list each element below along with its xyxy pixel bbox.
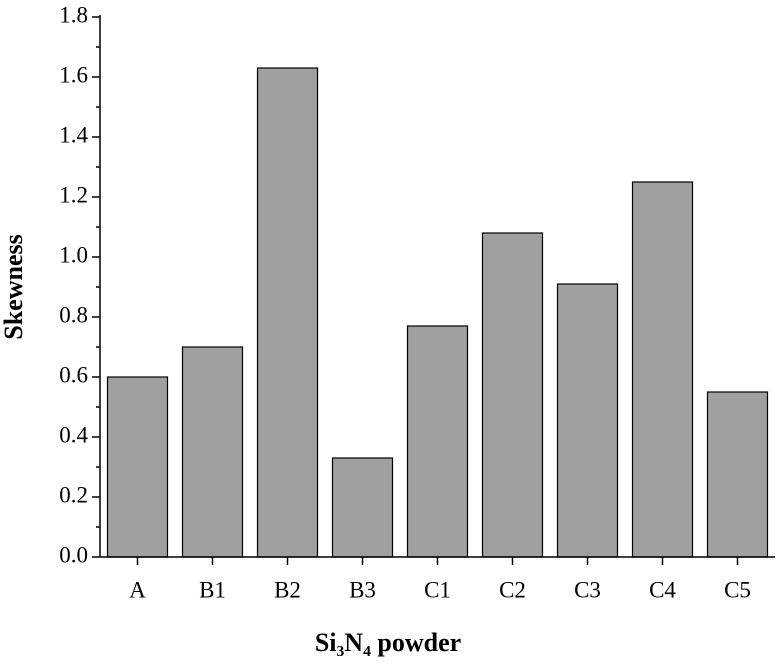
x-axis-title: Si₃N₄ powder xyxy=(315,628,461,657)
y-tick-label: 0.4 xyxy=(59,422,88,447)
bar xyxy=(481,232,544,558)
bar xyxy=(556,283,619,558)
bar xyxy=(706,391,769,558)
x-tick-label: C2 xyxy=(499,577,526,602)
y-tick-label: 1.4 xyxy=(59,122,88,147)
y-tick-label: 0.0 xyxy=(59,542,88,567)
y-tick-label: 1.0 xyxy=(59,242,88,267)
x-tick-label: B3 xyxy=(349,577,376,602)
x-tick-label: C3 xyxy=(574,577,601,602)
x-tick-label: C4 xyxy=(649,577,676,602)
y-tick-label: 0.8 xyxy=(59,302,88,327)
bar xyxy=(331,457,394,558)
x-tick-label: B2 xyxy=(274,577,301,602)
y-tick-label: 0.2 xyxy=(59,482,88,507)
y-axis-title: Skewness xyxy=(0,234,28,339)
x-tick-label: B1 xyxy=(199,577,226,602)
y-tick-label: 1.6 xyxy=(59,62,88,87)
y-tick-label: 1.8 xyxy=(59,2,88,27)
x-tick-label: C1 xyxy=(424,577,451,602)
bar xyxy=(181,346,244,558)
y-tick-label: 1.2 xyxy=(59,182,88,207)
x-tick-label: C5 xyxy=(724,577,751,602)
bar xyxy=(106,376,169,558)
bar xyxy=(631,181,694,558)
bar xyxy=(256,67,319,558)
y-tick-label: 0.6 xyxy=(59,362,88,387)
x-tick-label: A xyxy=(129,577,146,602)
bar xyxy=(406,325,469,558)
